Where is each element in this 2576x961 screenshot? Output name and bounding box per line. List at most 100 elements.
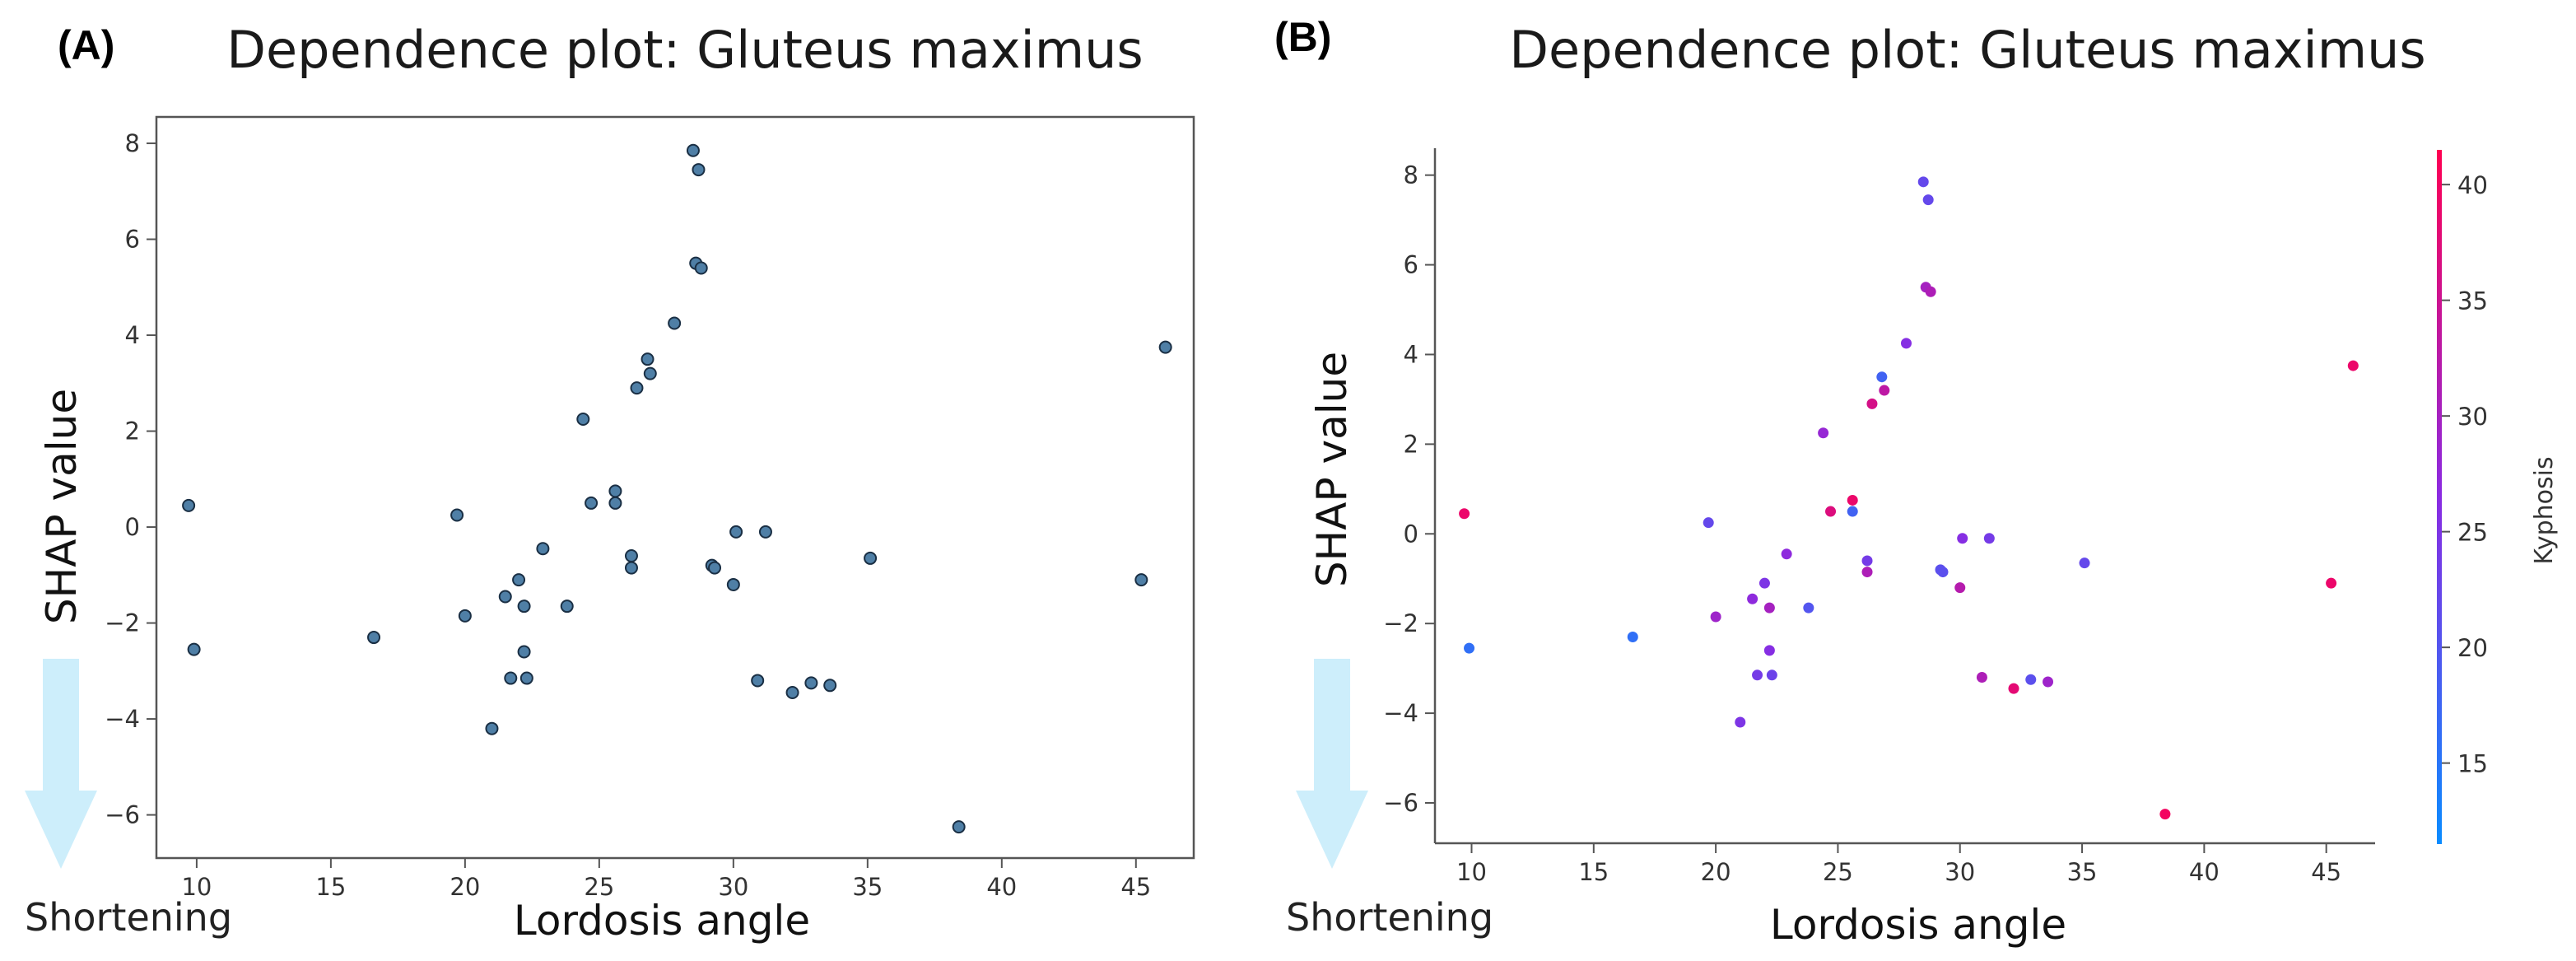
panel-b-xtick-label: 45 xyxy=(2311,858,2341,886)
panel-a-xtick-label: 40 xyxy=(986,873,1017,901)
panel-b-data-point xyxy=(1954,582,1966,594)
colorbar-tick-label: 30 xyxy=(2457,403,2488,431)
panel-a-data-point xyxy=(643,366,657,380)
panel-b-data-point xyxy=(1627,632,1638,643)
panel-b-data-point xyxy=(1957,533,1968,544)
panel-a-data-point xyxy=(641,352,654,366)
panel-b-data-point xyxy=(1876,371,1888,383)
panel-a-ytick-label: 6 xyxy=(125,226,140,254)
panel-a-data-point xyxy=(630,381,644,395)
panel-b-data-point xyxy=(1983,533,1995,544)
panel-b-data-point xyxy=(1747,593,1758,604)
colorbar-label: Kyphosis xyxy=(2530,456,2559,564)
panel-a-shortening-label: Shortening xyxy=(25,895,232,940)
panel-b-xtick-label: 20 xyxy=(1701,858,1731,886)
panel-a-ytick-label: −4 xyxy=(105,705,140,733)
panel-a-data-point xyxy=(729,525,743,539)
panel-a-data-point xyxy=(458,609,472,623)
panel-a-xtick-label: 20 xyxy=(450,873,480,901)
panel-a-y-axis: −6 −4 −2 0 2 4 6 8 xyxy=(105,129,156,829)
panel-b-y-axis: −6 −4 −2 0 2 4 6 8 xyxy=(1383,161,1435,817)
panel-b-xtick-label: 15 xyxy=(1578,858,1609,886)
panel-b-data-point xyxy=(1825,506,1837,517)
panel-a-x-axis: 10 15 20 25 30 35 40 45 xyxy=(181,858,1151,901)
panel-a-ytick-label: −6 xyxy=(105,801,140,829)
panel-b-data-point xyxy=(1922,194,1934,206)
panel-a-data-point xyxy=(692,163,706,177)
panel-a-xtick-label: 25 xyxy=(584,873,614,901)
panel-a-data-point xyxy=(804,676,818,690)
panel-a-ytick-label: 4 xyxy=(125,321,140,349)
panel-b-data-point xyxy=(1459,508,1470,520)
panel-a-ylabel: SHAP value xyxy=(38,389,86,624)
panel-b-data-point xyxy=(1758,577,1770,589)
panel-a-data-point xyxy=(450,508,464,522)
panel-b-title: Dependence plot: Gluteus maximus xyxy=(1509,20,2425,80)
panel-a-data-point xyxy=(694,261,708,275)
panel-b: (B) Dependence plot: Gluteus maximus −6−… xyxy=(1274,14,2559,949)
panel-a-data-point xyxy=(823,679,837,693)
panel-a-data-point xyxy=(624,561,638,575)
panel-a-data-point xyxy=(519,671,533,685)
panel-a-data-point xyxy=(187,642,201,656)
panel-a-xtick-label: 30 xyxy=(718,873,748,901)
panel-b-data-point xyxy=(1818,427,1829,439)
panel-b-data-point xyxy=(1464,642,1475,654)
panel-b-data-point xyxy=(1937,567,1949,578)
panel-a-data-point xyxy=(585,496,599,510)
panel-b-xtick-label: 40 xyxy=(2189,858,2220,886)
panel-a: (A) Dependence plot: Gluteus maximus −6−… xyxy=(25,20,1195,945)
panel-b-data-point xyxy=(1847,494,1858,506)
panel-a-data-point xyxy=(751,674,765,688)
panel-a-data-point xyxy=(367,631,381,645)
colorbar-tick-label: 15 xyxy=(2457,750,2488,778)
panel-b-xlabel: Lordosis angle xyxy=(1770,901,2066,949)
panel-b-data-point xyxy=(2008,683,2019,694)
panel-b-data-point xyxy=(2079,557,2090,569)
panel-a-data-point xyxy=(512,573,526,587)
panel-b-ytick-label: −2 xyxy=(1383,609,1418,637)
panel-b-xtick-label: 25 xyxy=(1823,858,1853,886)
panel-a-xtick-label: 35 xyxy=(852,873,883,901)
panel-a-shortening-arrow xyxy=(25,659,97,869)
panel-b-data-point xyxy=(1917,176,1929,188)
panel-b-ytick-label: 8 xyxy=(1404,161,1418,189)
panel-b-data-point xyxy=(1847,506,1858,517)
panel-b-shortening-arrow xyxy=(1296,659,1368,869)
panel-a-data-point xyxy=(608,484,622,498)
panel-b-ytick-label: −4 xyxy=(1383,699,1418,727)
panel-a-xtick-label: 10 xyxy=(181,873,212,901)
panel-b-data-point xyxy=(1781,548,1792,560)
panel-b-ylabel: SHAP value xyxy=(1308,352,1356,587)
panel-b-shortening-label: Shortening xyxy=(1286,895,1493,940)
panel-a-letter: (A) xyxy=(58,22,114,68)
colorbar-gradient xyxy=(2437,150,2442,844)
panel-b-xtick-label: 10 xyxy=(1456,858,1487,886)
panel-a-data-point xyxy=(952,820,966,834)
panel-a-xtick-label: 45 xyxy=(1120,873,1151,901)
panel-b-data-point xyxy=(1703,517,1714,529)
colorbar-ticks: 15 20 25 30 35 40 xyxy=(2442,171,2488,778)
panel-a-data-point xyxy=(517,645,531,659)
colorbar-tick-label: 20 xyxy=(2457,634,2488,662)
panel-b-data-point xyxy=(1763,602,1775,613)
panel-b-colorbar: 15 20 25 30 35 40 Kyphosis xyxy=(2437,150,2559,844)
panel-a-ytick-label: −2 xyxy=(105,609,140,637)
panel-a-data-point xyxy=(182,498,196,512)
panel-a-data-point xyxy=(785,686,799,700)
panel-a-frame xyxy=(155,115,1195,860)
panel-a-data-point xyxy=(758,525,772,539)
panel-a-data-point xyxy=(498,590,512,604)
panel-b-ytick-label: 2 xyxy=(1404,430,1418,458)
panel-a-ytick-label: 8 xyxy=(125,129,140,157)
panel-b-data-point xyxy=(2025,674,2037,685)
panel-a-xtick-label: 15 xyxy=(315,873,346,901)
colorbar-tick-label: 25 xyxy=(2457,519,2488,547)
panel-b-data-point xyxy=(1976,672,1987,683)
panel-a-data-point xyxy=(1158,340,1172,354)
panel-b-data-point xyxy=(1710,611,1721,623)
panel-a-data-point xyxy=(504,671,518,685)
panel-b-data-point xyxy=(1925,286,1936,297)
panel-a-data-point xyxy=(560,599,574,613)
